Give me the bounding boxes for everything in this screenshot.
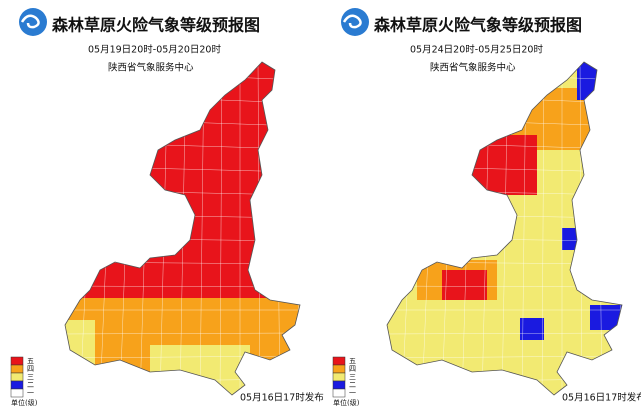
map-panel: 森林草原火险气象等级预报图 05月24日20时-05月25日20时陕西省气象服务中… [332, 8, 641, 407]
legend-label: 五 [27, 357, 34, 365]
county-border [387, 213, 622, 219]
logo [341, 8, 369, 36]
risk-zone [462, 135, 537, 195]
county-border [65, 378, 300, 383]
risk-zone [590, 305, 622, 330]
legend-swatch [332, 356, 346, 366]
logo-swirl [20, 14, 40, 29]
county-border [65, 213, 300, 219]
legend-swatch [10, 380, 24, 390]
legend-label: 三 [27, 373, 34, 381]
logo [19, 8, 47, 36]
county-border [293, 62, 300, 395]
risk-zone [520, 318, 544, 340]
legend-label: 二 [349, 381, 356, 389]
issue-time: 05月16日17时发布 [240, 392, 324, 404]
legend-label: 二 [27, 381, 34, 389]
legend-swatch [332, 364, 346, 374]
map-title: 森林草原火险气象等级预报图 [374, 16, 582, 35]
risk-zone [150, 345, 250, 395]
legend-swatch [10, 372, 24, 382]
risk-zone [442, 270, 487, 300]
logo-swirl [342, 14, 362, 29]
forecast-period: 05月19日20时-05月20日20时 [88, 44, 221, 56]
county-border [387, 355, 622, 359]
county-border [615, 62, 622, 395]
forecast-period: 05月24日20时-05月25日20时 [410, 44, 543, 56]
county-border [219, 62, 223, 395]
legend-swatch [10, 356, 24, 366]
county-border [387, 237, 622, 242]
issuer: 陕西省气象服务中心 [430, 62, 516, 74]
legend-label: 四 [27, 365, 34, 373]
county-border [541, 62, 545, 395]
legend-swatch [332, 372, 346, 382]
legend-label: 一 [349, 389, 356, 397]
legend-swatch [332, 380, 346, 390]
legend-swatch [10, 388, 24, 398]
map-title: 森林草原火险气象等级预报图 [52, 16, 260, 35]
county-border [387, 378, 622, 383]
county-border [40, 60, 60, 400]
legend-unit: 单位(级) [11, 398, 38, 407]
risk-zone [562, 228, 584, 250]
province-border [64, 61, 301, 396]
legend-swatch [332, 388, 346, 398]
legend-unit: 单位(级) [333, 398, 360, 407]
legend-swatch [10, 364, 24, 374]
issue-time: 05月16日17时发布 [562, 392, 641, 404]
issuer: 陕西省气象服务中心 [108, 62, 194, 74]
county-border [362, 60, 382, 400]
map-panel: 森林草原火险气象等级预报图 05月19日20时-05月20日20时陕西省气象服务中… [10, 8, 324, 407]
county-border [65, 332, 300, 335]
legend-label: 三 [349, 373, 356, 381]
county-border [387, 332, 622, 335]
county-border [65, 355, 300, 359]
legend-label: 五 [349, 357, 356, 365]
province-border [386, 61, 623, 396]
legend-label: 一 [27, 389, 34, 397]
legend-label: 四 [349, 365, 356, 373]
county-border [65, 237, 300, 242]
